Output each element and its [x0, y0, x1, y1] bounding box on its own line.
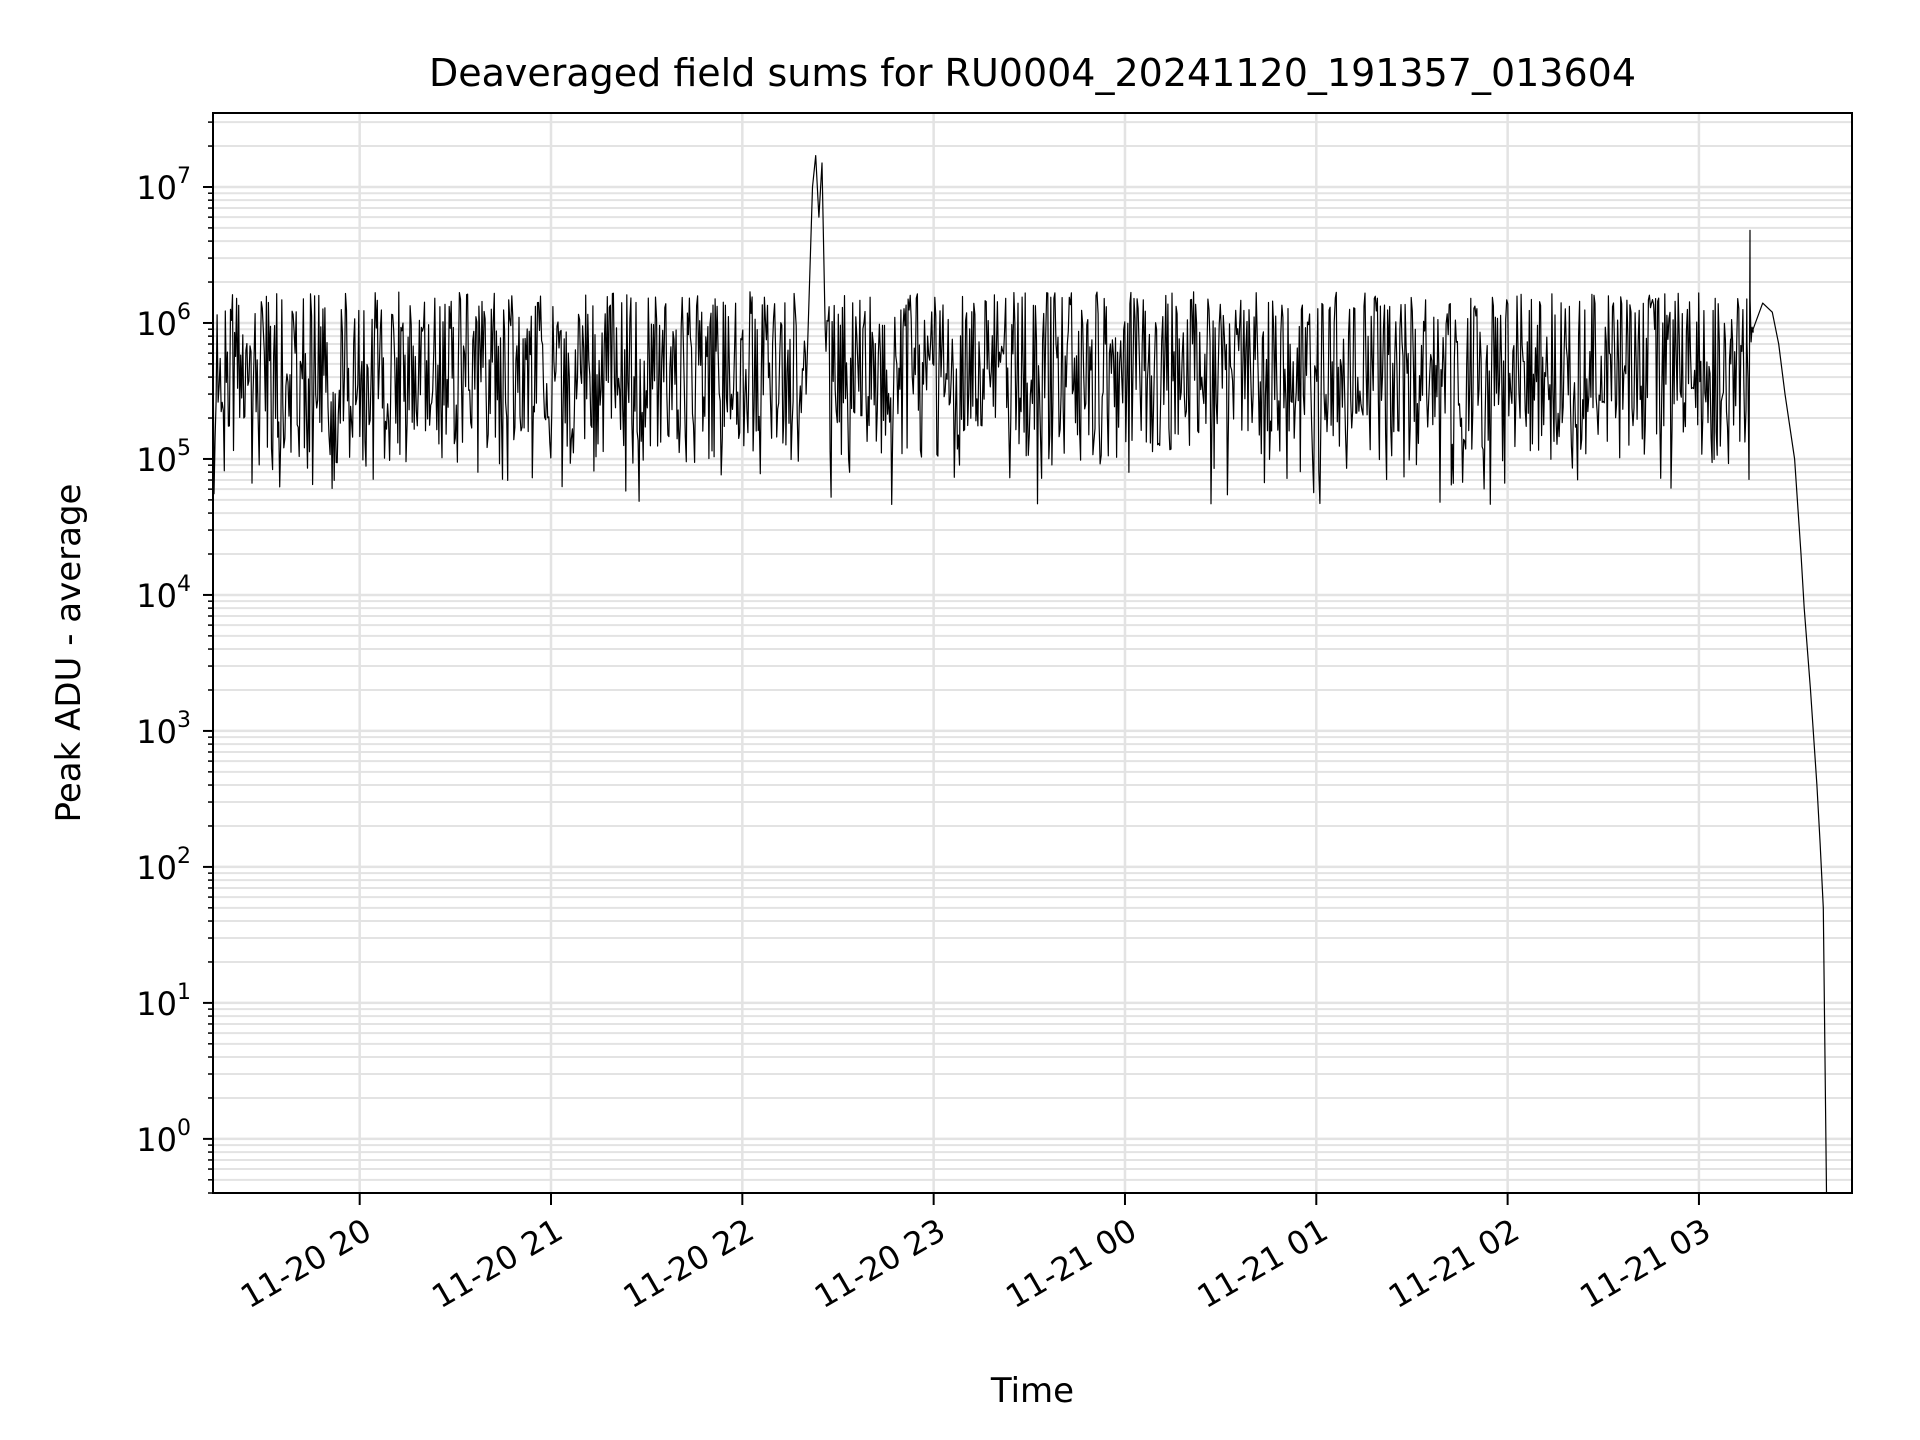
x-tick-label: 11-20 22 [617, 1211, 761, 1316]
x-axis-label: Time [990, 1371, 1074, 1411]
y-tick-label: 106 [136, 300, 191, 343]
chart-title: Deaveraged field sums for RU0004_2024112… [429, 51, 1636, 95]
y-axis-label: Peak ADU - average [49, 484, 89, 823]
y-axis: 100 101 102 103 104 105 106 107 [136, 121, 213, 1194]
x-tick-label: 11-21 02 [1382, 1211, 1526, 1316]
y-tick-label: 105 [136, 436, 191, 479]
y-tick-label: 103 [136, 708, 191, 751]
x-axis: 11-20 20 11-20 21 11-20 22 11-20 23 11-21 00… [234, 1193, 1717, 1316]
x-tick-label: 11-21 00 [999, 1211, 1143, 1316]
y-tick-label: 100 [136, 1116, 191, 1159]
minor-gridlines [213, 121, 1852, 1194]
series-layer [212, 155, 1828, 1194]
x-tick-label: 11-21 03 [1573, 1211, 1717, 1316]
x-tick-label: 11-20 20 [234, 1211, 378, 1316]
series-line [212, 155, 1828, 1194]
x-tick-label: 11-20 21 [425, 1211, 569, 1316]
major-gridlines [213, 113, 1852, 1193]
y-tick-label: 102 [136, 844, 191, 887]
y-tick-label: 101 [136, 980, 191, 1023]
x-tick-label: 11-20 23 [808, 1211, 952, 1316]
x-tick-label: 11-21 01 [1191, 1211, 1335, 1316]
plot-frame [212, 112, 1853, 1194]
y-tick-label: 107 [136, 164, 191, 207]
y-tick-label: 104 [136, 572, 191, 615]
